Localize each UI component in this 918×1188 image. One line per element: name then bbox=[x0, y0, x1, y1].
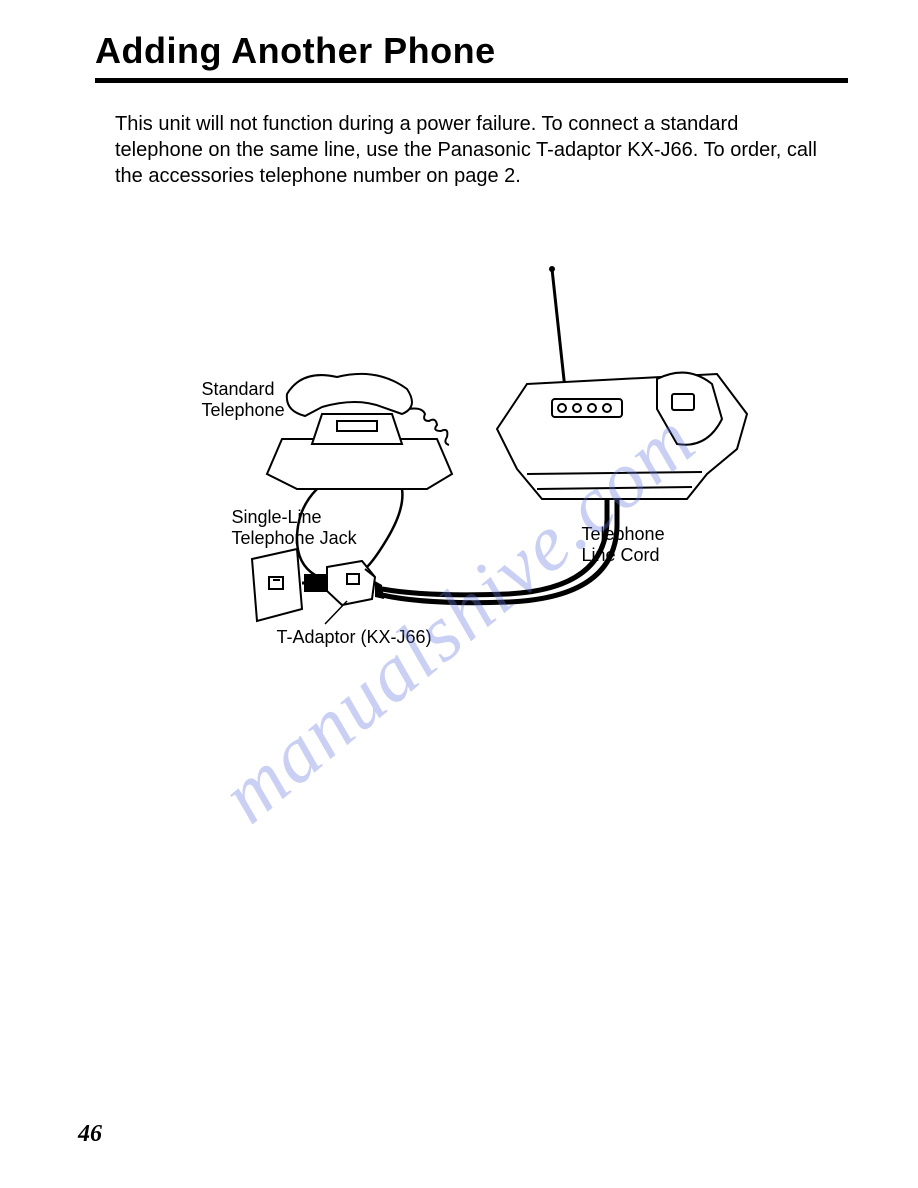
page-number: 46 bbox=[78, 1121, 102, 1148]
connection-diagram: Standard Telephone Single-Line Telephone… bbox=[147, 249, 797, 669]
label-standard-telephone: Standard Telephone bbox=[202, 379, 285, 420]
label-line-cord: Telephone Line Cord bbox=[582, 524, 665, 565]
page-title: Adding Another Phone bbox=[95, 30, 848, 83]
manual-page: Adding Another Phone This unit will not … bbox=[0, 0, 918, 1188]
label-t-adaptor: T-Adaptor (KX-J66) bbox=[277, 627, 432, 648]
body-paragraph: This unit will not function during a pow… bbox=[115, 111, 828, 189]
label-single-line-jack: Single-Line Telephone Jack bbox=[232, 507, 357, 548]
diagram-svg bbox=[147, 249, 797, 669]
